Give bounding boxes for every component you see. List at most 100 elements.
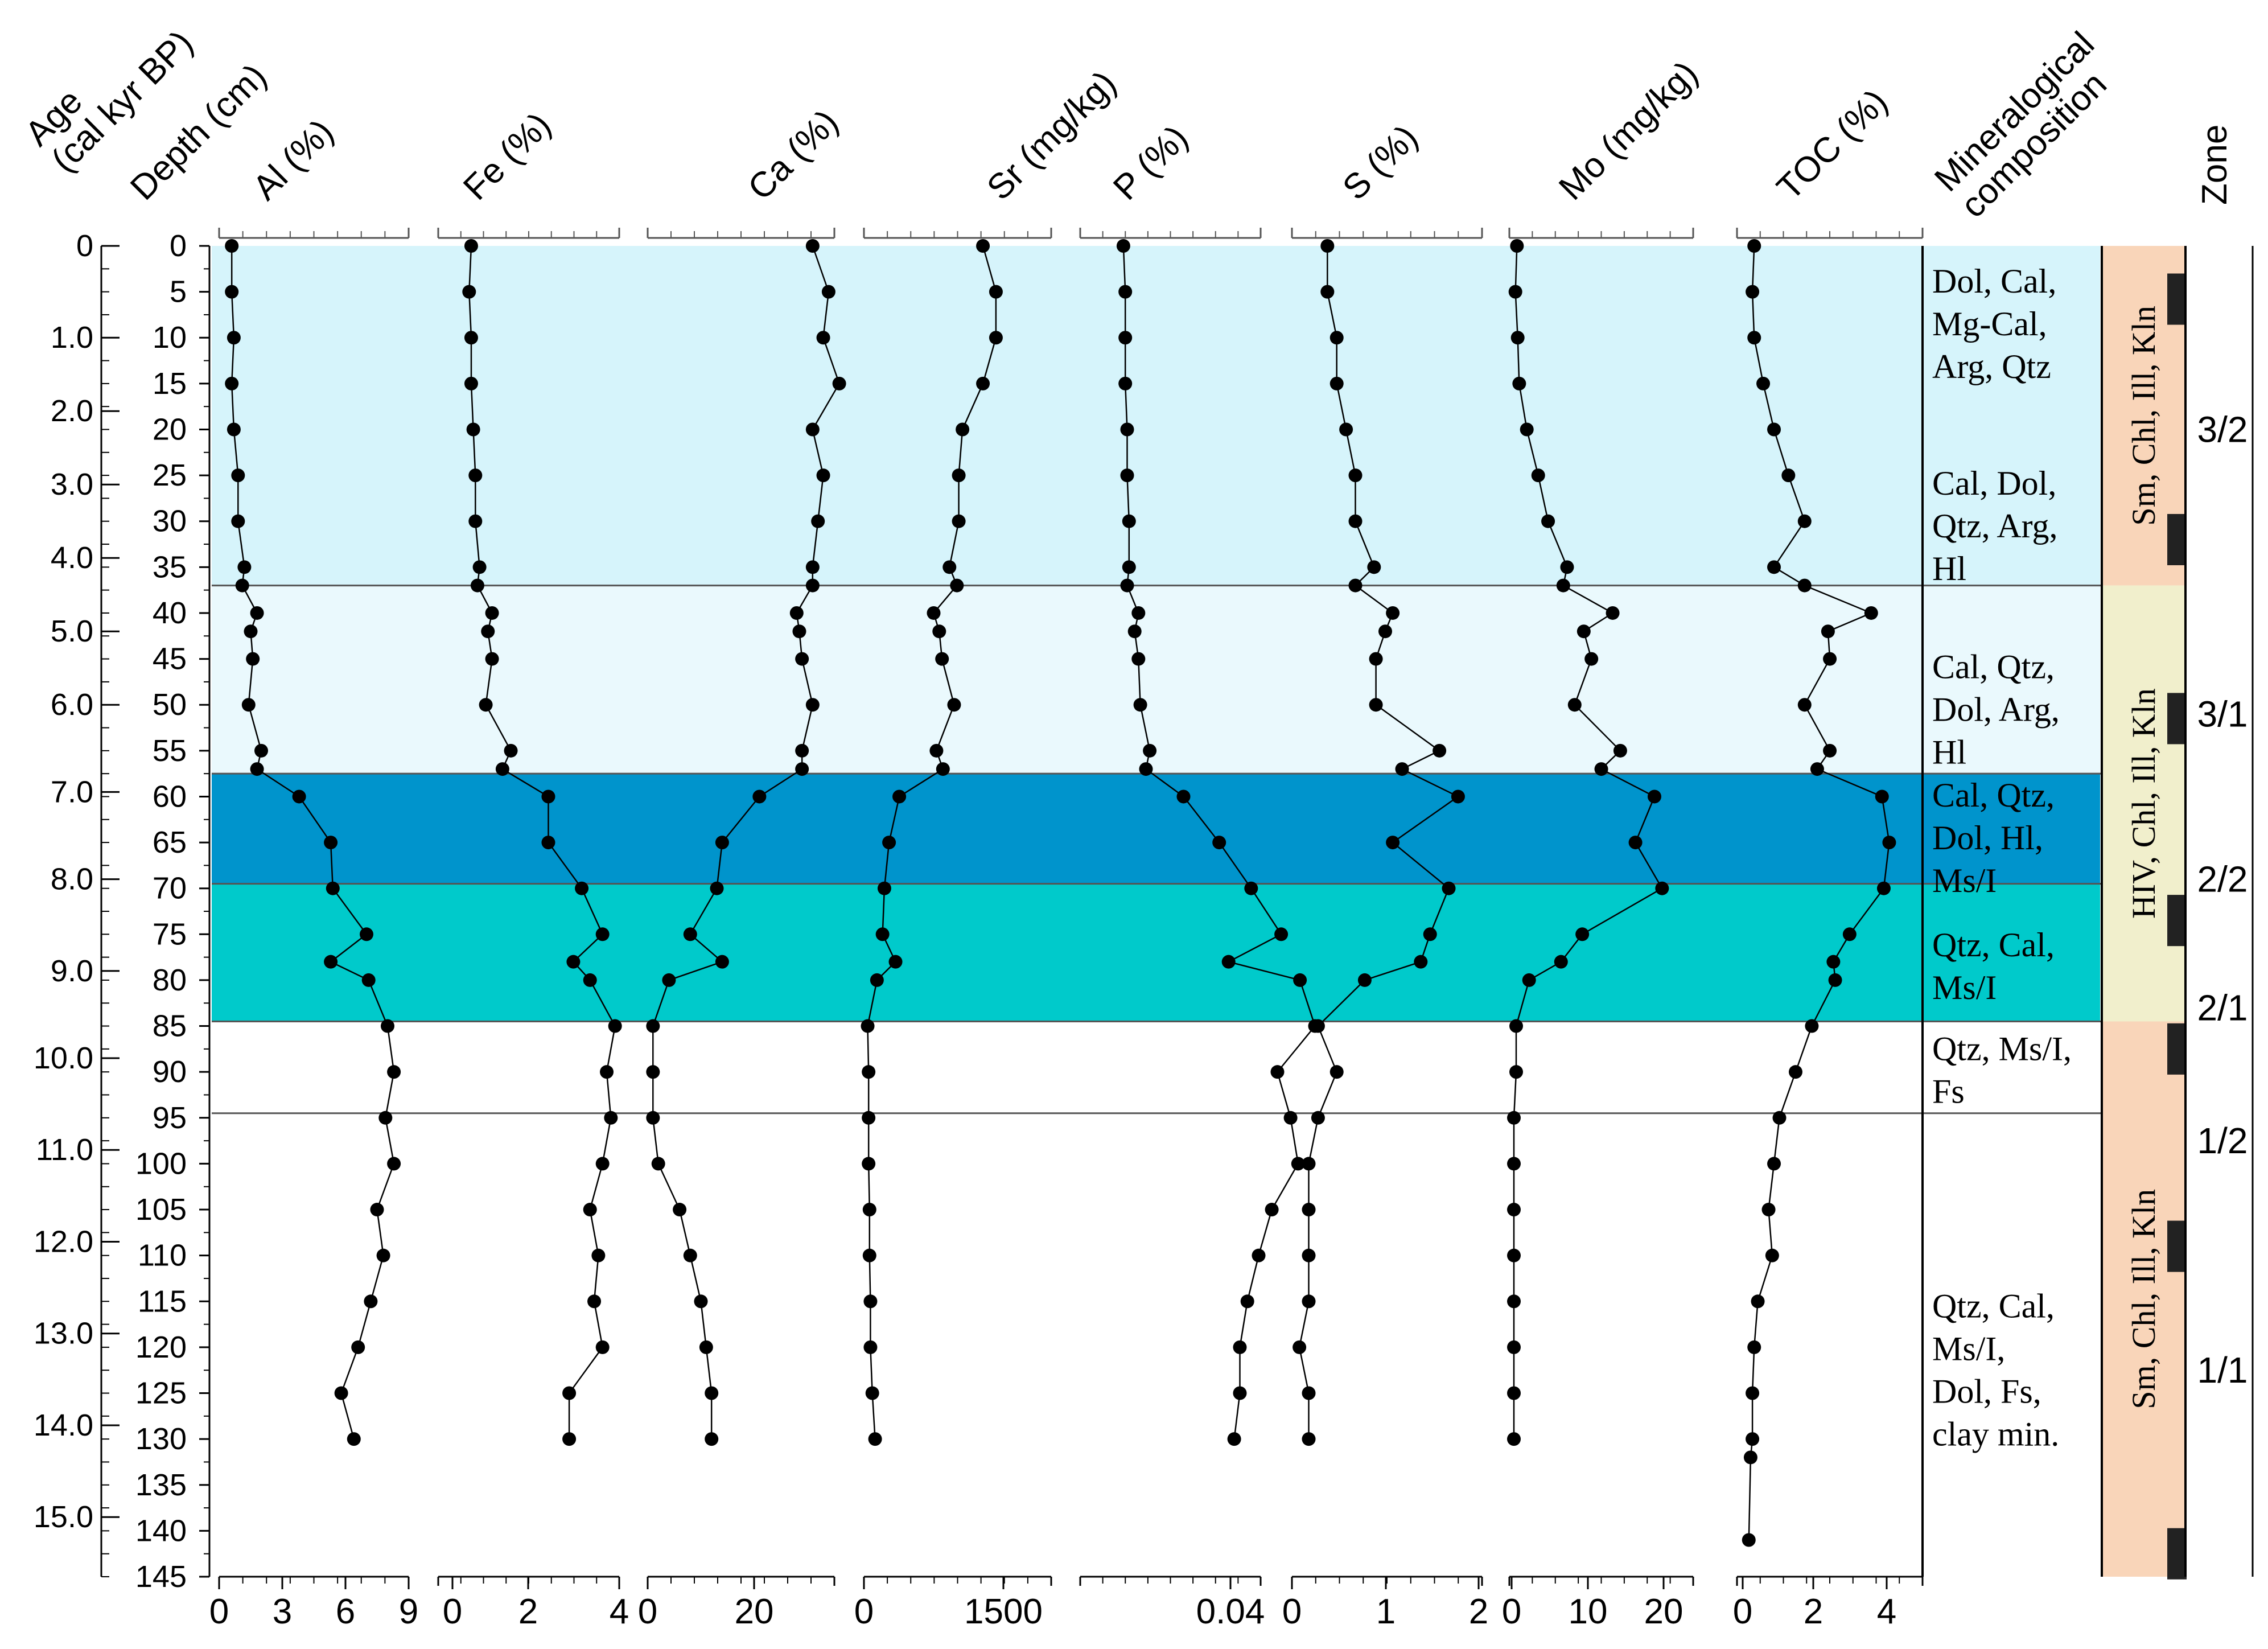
data-point bbox=[608, 1019, 622, 1033]
data-point bbox=[1122, 514, 1136, 528]
data-point bbox=[244, 624, 258, 639]
data-point bbox=[715, 955, 729, 969]
depth-tick-label: 60 bbox=[153, 779, 187, 813]
data-point bbox=[1510, 331, 1525, 345]
series-header: Al (%) bbox=[245, 112, 341, 208]
data-point bbox=[1120, 578, 1134, 593]
data-point bbox=[752, 789, 767, 804]
age-tick-label: 12.0 bbox=[34, 1224, 93, 1259]
data-point bbox=[1507, 1157, 1521, 1171]
data-point bbox=[1805, 1019, 1819, 1033]
data-point bbox=[1751, 1294, 1765, 1309]
data-point bbox=[935, 652, 949, 666]
series-tick-label: 20 bbox=[735, 1592, 774, 1631]
data-point bbox=[1369, 698, 1383, 712]
data-point bbox=[566, 955, 581, 969]
data-point bbox=[1329, 331, 1344, 345]
data-point bbox=[1131, 606, 1146, 620]
sample-marker bbox=[2167, 1220, 2187, 1272]
data-point bbox=[1122, 560, 1136, 574]
sample-markers bbox=[2167, 273, 2187, 1580]
depth-tick-label: 45 bbox=[153, 642, 187, 676]
data-point bbox=[541, 789, 555, 804]
data-point bbox=[956, 422, 970, 437]
data-point bbox=[1270, 1065, 1285, 1079]
data-point bbox=[1767, 560, 1781, 574]
data-point bbox=[1120, 422, 1134, 437]
data-point bbox=[1507, 1248, 1521, 1263]
series-tick-label: 0 bbox=[1502, 1592, 1521, 1631]
data-point bbox=[1227, 1432, 1241, 1446]
age-tick-label: 15.0 bbox=[34, 1500, 93, 1534]
data-point bbox=[1302, 1294, 1316, 1309]
series-header: Mo (mg/kg) bbox=[1551, 54, 1705, 207]
data-point bbox=[1747, 1340, 1761, 1354]
data-point bbox=[1233, 1386, 1247, 1400]
series-tick-label: 9 bbox=[399, 1592, 418, 1631]
data-point bbox=[1120, 468, 1134, 483]
data-point bbox=[324, 836, 338, 850]
data-point bbox=[1143, 743, 1157, 758]
data-point bbox=[254, 743, 268, 758]
data-point bbox=[862, 1157, 876, 1171]
data-point bbox=[1594, 762, 1608, 776]
series-header: Ca (%) bbox=[740, 102, 846, 208]
data-point bbox=[1746, 285, 1760, 299]
data-point bbox=[1240, 1294, 1254, 1309]
data-point bbox=[868, 1432, 882, 1446]
data-point bbox=[324, 955, 338, 969]
data-point bbox=[870, 973, 884, 987]
age-tick-label: 9.0 bbox=[51, 954, 93, 988]
data-point bbox=[462, 285, 476, 299]
depth-tick-label: 65 bbox=[153, 825, 187, 860]
data-point bbox=[805, 578, 820, 593]
depth-tick-label: 10 bbox=[153, 320, 187, 355]
depth-tick-label: 5 bbox=[170, 275, 187, 309]
data-point bbox=[1395, 762, 1409, 776]
data-point bbox=[1823, 652, 1837, 666]
data-point bbox=[485, 606, 499, 620]
data-point bbox=[699, 1340, 713, 1354]
data-point bbox=[1577, 624, 1591, 639]
data-point bbox=[292, 789, 306, 804]
mineral-block: Cal, Qtz, Dol, Hl, Ms/I bbox=[1932, 776, 2055, 899]
data-point bbox=[1252, 1248, 1266, 1263]
data-point bbox=[1320, 285, 1335, 299]
data-point bbox=[464, 239, 478, 253]
series-tick-label: 1500 bbox=[964, 1592, 1043, 1631]
data-point bbox=[334, 1386, 348, 1400]
data-point bbox=[1826, 955, 1841, 969]
data-point bbox=[604, 1111, 618, 1125]
mineral-header: Mineralogicalcomposition bbox=[1927, 24, 2128, 225]
data-point bbox=[1118, 285, 1133, 299]
data-point bbox=[942, 560, 957, 574]
data-point bbox=[862, 1111, 876, 1125]
age-tick-label: 1.0 bbox=[51, 320, 93, 355]
depth-tick-label: 115 bbox=[138, 1284, 187, 1318]
zone-column: 3/2 3/1 2/2 2/1 1/2 1/1 bbox=[2197, 409, 2248, 1391]
series-tick-label: 2 bbox=[1804, 1592, 1823, 1631]
depth-tick-label: 125 bbox=[135, 1376, 187, 1411]
data-point bbox=[1507, 1340, 1521, 1354]
data-point bbox=[1221, 955, 1236, 969]
data-point bbox=[250, 762, 264, 776]
data-point bbox=[1507, 1203, 1521, 1217]
series-tick-label: 2 bbox=[1469, 1592, 1488, 1631]
data-point bbox=[1116, 239, 1130, 253]
data-point bbox=[1765, 1248, 1779, 1263]
age-axis: 0 1.0 2.0 3.0 4.0 5.0 6.0 7.0 8.0 9.0 10.0 11.0 12.0… bbox=[34, 229, 120, 1577]
background-band bbox=[212, 585, 2100, 774]
data-point bbox=[225, 285, 239, 299]
depth-tick-label: 100 bbox=[135, 1146, 187, 1181]
data-point bbox=[562, 1432, 577, 1446]
data-point bbox=[227, 331, 241, 345]
data-point bbox=[1311, 1111, 1325, 1125]
data-point bbox=[662, 973, 676, 987]
data-point bbox=[1293, 973, 1307, 987]
data-point bbox=[950, 578, 964, 593]
data-point bbox=[646, 1065, 660, 1079]
clay-zone-label: Sm, Chl, Ill, Kln bbox=[2125, 306, 2162, 526]
data-point bbox=[387, 1157, 401, 1171]
data-point bbox=[595, 1157, 610, 1171]
series-header: Sr (mg/kg) bbox=[979, 64, 1123, 208]
